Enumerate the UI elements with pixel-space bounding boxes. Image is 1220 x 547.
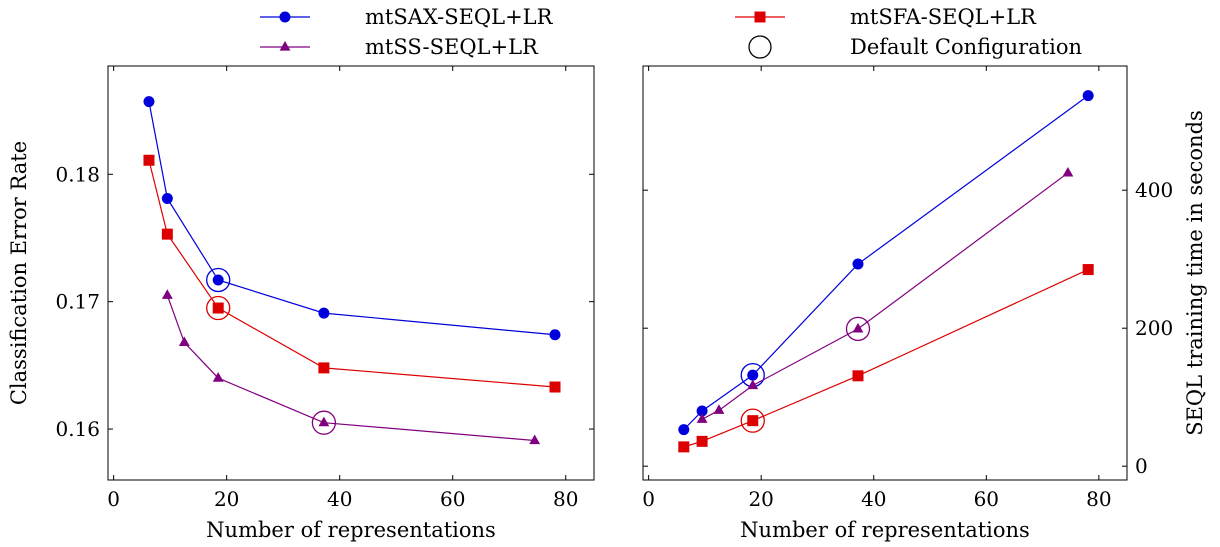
series-line [701,172,1069,420]
data-point [852,322,864,333]
data-point [852,258,864,270]
y-tick-label: 0.18 [55,162,100,186]
series-mtsfa-seql-lr [143,154,561,393]
data-point [696,435,708,447]
y-axis-label: Classification Error Rate [7,141,31,405]
data-point [178,336,190,347]
data-point [747,369,759,381]
data-point [747,415,759,427]
series-line [148,160,556,388]
data-point [318,362,330,374]
series-mtss-seql-lr [696,166,1074,423]
data-point [161,289,173,299]
y-tick-label: 0.17 [55,290,100,314]
x-tick-label: 0 [642,487,655,511]
data-point [318,307,330,319]
data-point [713,404,725,414]
data-point [161,192,173,204]
legend-entry-mtsfa-seql-lr: mtSFA-SEQL+LR [735,5,1037,29]
x-tick-label: 80 [1086,487,1111,511]
data-point [529,434,541,445]
default-configuration-marker [311,410,337,435]
data-point [212,302,224,314]
series-mtsax-seql-lr [678,90,1094,436]
x-tick-label: 20 [748,487,773,511]
left-plot-error-rate: 0 20 40 60 80 0.16 0.17 0.18 Number of represent… [7,65,595,542]
series-line [683,95,1089,431]
plot-frame [642,65,1128,481]
series-mtsax-seql-lr [143,96,561,341]
legend-label: mtSFA-SEQL+LR [850,5,1037,29]
legend-marker-circle [279,11,291,23]
default-configuration-marker [740,408,765,433]
series-mtss-seql-lr [161,289,541,445]
y-tick-label: 0.16 [55,417,100,441]
data-point [143,96,155,108]
default-configuration-marker [206,267,231,293]
legend-marker-open-circle [748,35,772,59]
data-point [696,405,708,417]
data-point [212,372,224,382]
legend: mtSAX-SEQL+LR mtSFA-SEQL+LR mtSS-SEQL+LR De… [260,5,1082,59]
data-point [747,379,759,390]
data-point [161,228,173,240]
data-point [678,424,690,436]
plot-frame [107,65,595,481]
series-mtsfa-seql-lr [678,264,1094,453]
data-point [678,441,690,453]
data-point [696,413,708,423]
x-tick-label: 40 [327,487,352,511]
series-line [166,295,535,442]
series-line [683,269,1089,448]
data-point [212,274,224,286]
y-tick-label: 0 [1135,454,1148,478]
data-point [852,370,864,382]
data-point [1062,166,1074,177]
data-point [143,154,155,166]
legend-label: mtSAX-SEQL+LR [365,5,554,29]
legend-label: Default Configuration [850,35,1082,59]
x-tick-label: 80 [553,487,578,511]
legend-marker-triangle [279,41,291,51]
legend-entry-mtsax-seql-lr: mtSAX-SEQL+LR [260,5,554,29]
default-configuration-marker [206,295,231,321]
x-tick-label: 40 [861,487,886,511]
x-tick-label: 60 [974,487,999,511]
data-point [549,381,561,393]
legend-marker-square [754,11,766,23]
y-tick-label: 400 [1135,178,1173,202]
data-point [1082,264,1094,276]
x-axis-label: Number of representations [740,518,1030,542]
legend-entry-mtss-seql-lr: mtSS-SEQL+LR [260,35,539,59]
default-configuration-marker [845,316,871,342]
x-tick-label: 20 [214,487,239,511]
x-tick-label: 0 [107,487,120,511]
data-point [549,329,561,341]
right-plot-training-time: 0 20 40 60 80 0 200 400 Number of representation… [642,65,1207,542]
y-tick-label: 200 [1135,316,1173,340]
y-axis-label: SEQL training time in seconds [1183,110,1207,436]
x-tick-label: 60 [440,487,465,511]
x-axis-label: Number of representations [206,518,496,542]
legend-label: mtSS-SEQL+LR [365,35,539,59]
data-point [318,416,330,427]
legend-entry-default-configuration: Default Configuration [748,35,1082,59]
data-point [1082,90,1094,102]
